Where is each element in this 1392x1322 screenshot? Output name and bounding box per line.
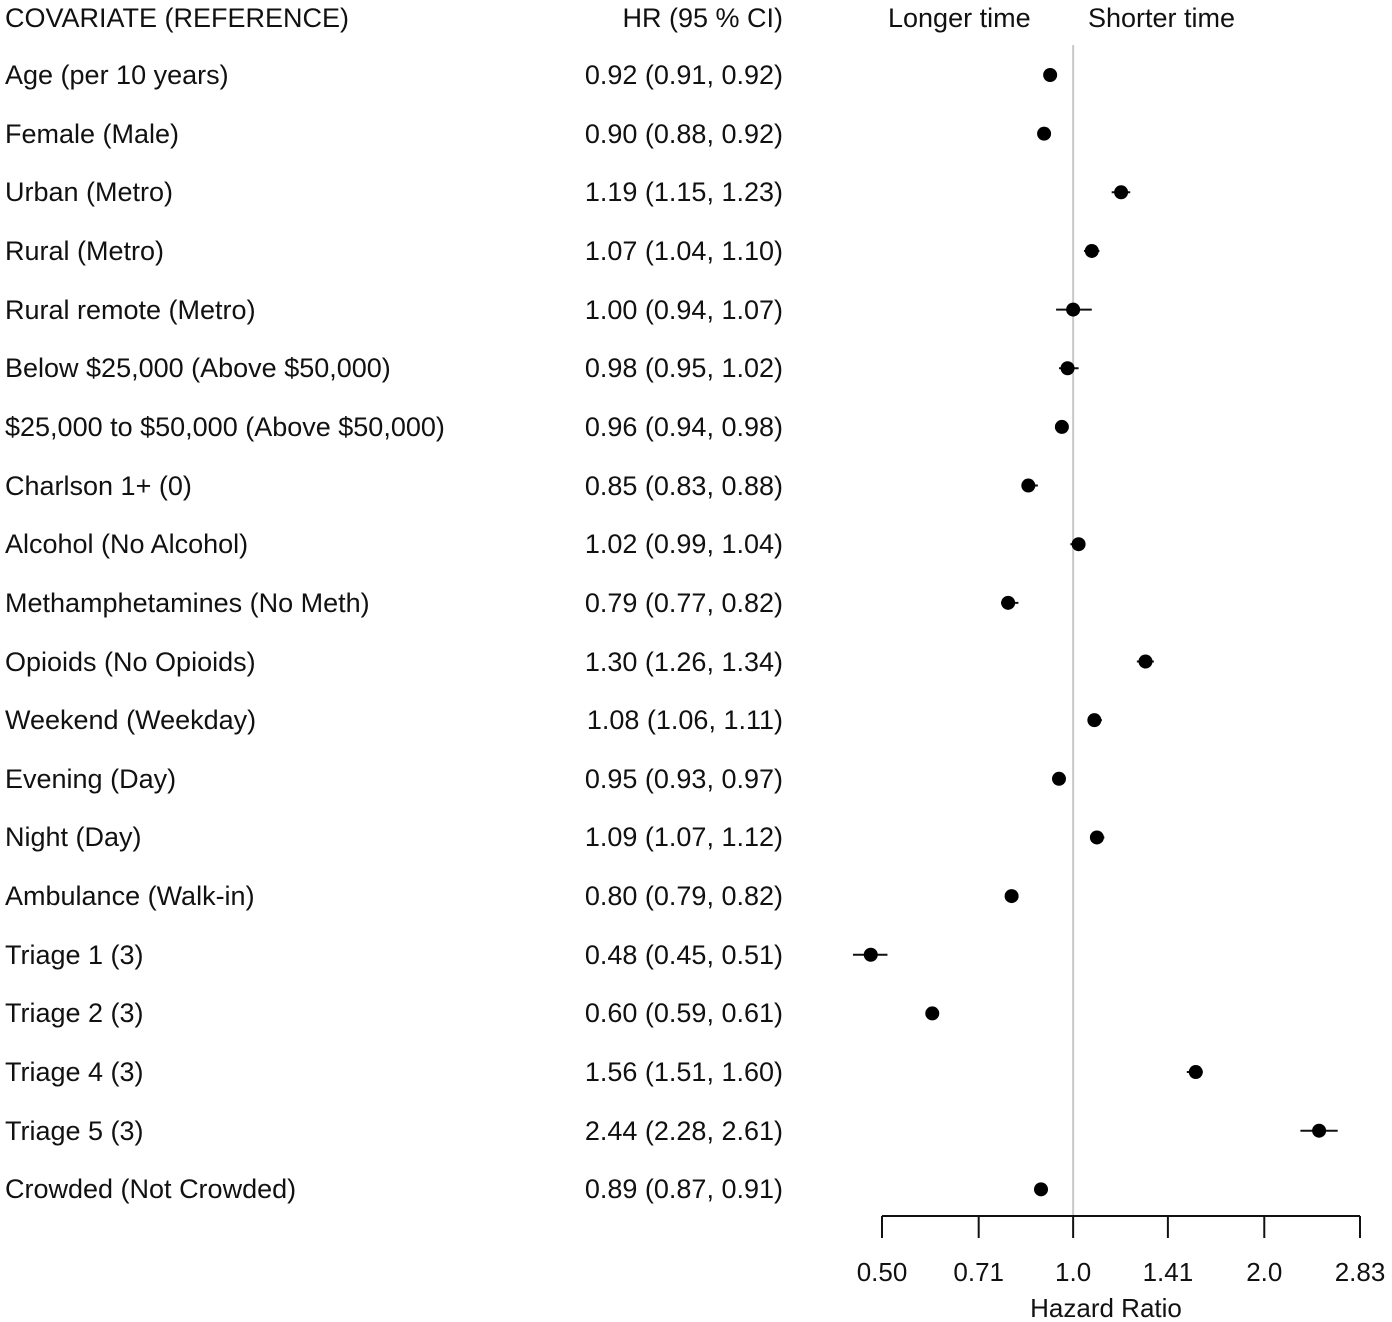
hr-ci-value: 2.44 (2.28, 2.61) [584, 1115, 783, 1146]
hr-ci-value: 1.56 (1.51, 1.60) [584, 1057, 783, 1088]
table-row: Female (Male) 0.90 (0.88, 0.92) [0, 114, 800, 154]
covariate-label: Weekend (Weekday) [5, 705, 257, 736]
hr-ci-value: 1.02 (0.99, 1.04) [584, 529, 783, 560]
covariate-table: Age (per 10 years) 0.92 (0.91, 0.92) Femal… [0, 55, 800, 1209]
table-row: Triage 4 (3) 1.56 (1.51, 1.60) [0, 1052, 800, 1092]
table-row: Ambulance (Walk-in) 0.80 (0.79, 0.82) [0, 876, 800, 916]
table-row: Rural (Metro) 1.07 (1.04, 1.10) [0, 231, 800, 271]
hr-ci-value: 0.48 (0.45, 0.51) [584, 939, 783, 970]
covariate-label: Age (per 10 years) [5, 60, 229, 90]
hr-ci-value: 0.85 (0.83, 0.88) [584, 470, 783, 501]
covariate-label: $25,000 to $50,000 (Above $50,000) [5, 411, 445, 442]
covariate-label: Alcohol (No Alcohol) [5, 529, 249, 560]
covariate-label: Female (Male) [5, 118, 180, 149]
hr-ci-value: 1.08 (1.06, 1.11) [586, 705, 783, 736]
x-axis-title: Hazard Ratio [1030, 1293, 1182, 1322]
covariate-label: Evening (Day) [5, 763, 177, 794]
longer-time-label: Longer time [888, 3, 1031, 33]
hr-point [1188, 1065, 1203, 1080]
table-row: Below $25,000 (Above $50,000) 0.98 (0.95,… [0, 348, 800, 388]
hr-ci-value: 0.92 (0.91, 0.92) [584, 60, 783, 90]
hr-ci-value: 0.95 (0.93, 0.97) [584, 763, 783, 794]
table-row: Evening (Day) 0.95 (0.93, 0.97) [0, 759, 800, 799]
hr-point [1054, 419, 1069, 434]
hr-point [925, 1006, 940, 1021]
table-row: Alcohol (No Alcohol) 1.02 (0.99, 1.04) [0, 524, 800, 564]
covariate-label: Rural remote (Metro) [5, 294, 256, 325]
table-row: Weekend (Weekday) 1.08 (1.06, 1.11) [0, 700, 800, 740]
hr-point [1071, 537, 1086, 552]
table-row: Triage 2 (3) 0.60 (0.59, 0.61) [0, 993, 800, 1033]
hr-ci-value: 0.60 (0.59, 0.61) [584, 998, 783, 1029]
x-tick-label: 2.83 [1335, 1257, 1386, 1287]
covariate-label: Ambulance (Walk-in) [5, 881, 255, 912]
hr-ci-value: 0.80 (0.79, 0.82) [584, 881, 783, 912]
x-tick-label: 1.41 [1143, 1257, 1194, 1287]
table-row: Crowded (Not Crowded) 0.89 (0.87, 0.91) [0, 1169, 800, 1209]
covariate-label: Night (Day) [5, 822, 142, 853]
hr-point [863, 947, 878, 962]
hr-ci-value: 1.09 (1.07, 1.12) [584, 822, 783, 853]
hr-point [1060, 361, 1075, 376]
hr-point [1084, 243, 1099, 258]
hr-column-header: HR (95 % CI) [622, 3, 783, 33]
covariate-label: Triage 4 (3) [5, 1057, 144, 1088]
hr-ci-value: 1.07 (1.04, 1.10) [584, 235, 783, 266]
hr-ci-value: 0.98 (0.95, 1.02) [584, 353, 783, 384]
table-row: Triage 1 (3) 0.48 (0.45, 0.51) [0, 935, 800, 975]
hr-point [1021, 478, 1036, 493]
table-row: Age (per 10 years) 0.92 (0.91, 0.92) [0, 55, 800, 95]
hr-point [1001, 595, 1016, 610]
hr-ci-value: 0.96 (0.94, 0.98) [584, 411, 783, 442]
hr-ci-value: 1.19 (1.15, 1.23) [584, 177, 783, 208]
covariate-label: Below $25,000 (Above $50,000) [5, 353, 391, 384]
hr-point [1043, 68, 1058, 82]
covariate-label: Triage 1 (3) [5, 939, 144, 970]
covariate-label: Crowded (Not Crowded) [5, 1174, 297, 1205]
x-tick-label: 1.0 [1055, 1257, 1091, 1287]
hr-point [1087, 713, 1102, 728]
hr-point [1312, 1123, 1327, 1138]
table-row: Methamphetamines (No Meth) 0.79 (0.77, 0.… [0, 583, 800, 623]
hr-ci-value: 0.79 (0.77, 0.82) [584, 587, 783, 618]
covariate-label: Charlson 1+ (0) [5, 470, 192, 501]
hr-point [1089, 830, 1104, 845]
table-row: Rural remote (Metro) 1.00 (0.94, 1.07) [0, 290, 800, 330]
covariate-label: Triage 2 (3) [5, 998, 144, 1029]
table-row: Triage 5 (3) 2.44 (2.28, 2.61) [0, 1111, 800, 1151]
shorter-time-label: Shorter time [1088, 3, 1236, 33]
table-row: Opioids (No Opioids) 1.30 (1.26, 1.34) [0, 642, 800, 682]
hr-point [1051, 771, 1066, 786]
hr-point [1066, 302, 1081, 317]
table-row: Charlson 1+ (0) 0.85 (0.83, 0.88) [0, 466, 800, 506]
table-row: Urban (Metro) 1.19 (1.15, 1.23) [0, 172, 800, 212]
hr-point [1114, 185, 1129, 200]
table-row: $25,000 to $50,000 (Above $50,000) 0.96 (… [0, 407, 800, 447]
hr-point [1034, 1182, 1049, 1197]
covariate-label: Methamphetamines (No Meth) [5, 587, 370, 618]
covariate-label: Rural (Metro) [5, 235, 165, 266]
hr-ci-value: 0.89 (0.87, 0.91) [584, 1174, 783, 1205]
covariate-label: Urban (Metro) [5, 177, 174, 208]
hr-ci-value: 1.30 (1.26, 1.34) [584, 646, 783, 677]
covariate-label: Triage 5 (3) [5, 1115, 144, 1146]
covariate-column-header: COVARIATE (REFERENCE) [5, 3, 350, 33]
x-tick-label: 0.71 [953, 1257, 1004, 1287]
x-tick-label: 0.50 [857, 1257, 908, 1287]
covariate-label: Opioids (No Opioids) [5, 646, 256, 677]
hr-point [1004, 889, 1019, 904]
hr-ci-value: 0.90 (0.88, 0.92) [584, 118, 783, 149]
hr-point [1138, 654, 1153, 669]
x-tick-label: 2.0 [1246, 1257, 1282, 1287]
table-row: Night (Day) 1.09 (1.07, 1.12) [0, 817, 800, 857]
hr-ci-value: 1.00 (0.94, 1.07) [584, 294, 783, 325]
hr-point [1037, 126, 1052, 141]
